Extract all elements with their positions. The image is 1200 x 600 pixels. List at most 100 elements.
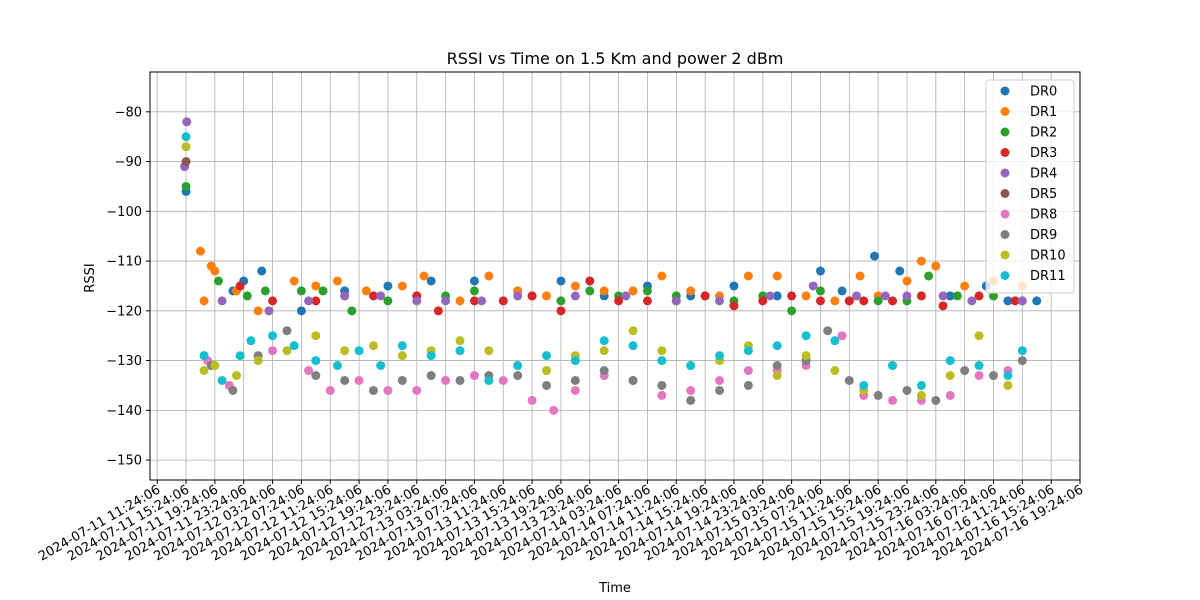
data-point (642, 286, 652, 296)
data-point (628, 341, 638, 351)
data-point (628, 326, 638, 336)
data-point (801, 291, 811, 301)
data-point (361, 286, 371, 296)
data-point (268, 331, 278, 341)
data-point (498, 375, 508, 385)
data-point (931, 395, 941, 405)
data-point (967, 296, 977, 306)
data-point (304, 366, 314, 376)
data-point (542, 351, 552, 361)
data-point (686, 286, 696, 296)
data-point (1003, 296, 1013, 306)
data-point (513, 291, 523, 301)
data-point (902, 276, 912, 286)
data-point (599, 346, 609, 356)
data-point (621, 291, 631, 301)
data-point (257, 266, 267, 276)
data-point (1003, 371, 1013, 381)
data-point (556, 306, 566, 316)
data-point (952, 291, 962, 301)
data-point (397, 375, 407, 385)
data-point (542, 380, 552, 390)
data-point (228, 385, 238, 395)
data-point (924, 271, 934, 281)
data-point (859, 296, 869, 306)
data-point (268, 296, 278, 306)
data-point (599, 366, 609, 376)
data-point (1010, 296, 1020, 306)
data-point (235, 281, 245, 291)
data-point (988, 371, 998, 381)
data-point (743, 366, 753, 376)
data-point (232, 371, 242, 381)
data-point (585, 286, 595, 296)
data-point (960, 281, 970, 291)
data-point (657, 346, 667, 356)
data-point (311, 356, 321, 366)
data-point (242, 291, 252, 301)
data-point (513, 371, 523, 381)
data-point (217, 296, 227, 306)
series-dr11 (181, 132, 1027, 390)
data-point (960, 366, 970, 376)
data-point (484, 375, 494, 385)
data-point (498, 296, 508, 306)
legend-marker (1000, 250, 1010, 260)
data-point (556, 276, 566, 286)
data-point (657, 380, 667, 390)
data-point (549, 405, 559, 415)
data-point (743, 380, 753, 390)
data-point (289, 341, 299, 351)
data-point (340, 346, 350, 356)
data-point (181, 132, 191, 142)
data-point (938, 301, 948, 311)
y-axis-label: RSSI (83, 263, 98, 292)
data-point (916, 256, 926, 266)
data-point (837, 331, 847, 341)
data-point (296, 286, 306, 296)
data-point (311, 281, 321, 291)
data-point (199, 351, 209, 361)
data-point (585, 276, 595, 286)
data-point (199, 366, 209, 376)
data-point (715, 351, 725, 361)
data-point (570, 385, 580, 395)
data-point (1017, 356, 1027, 366)
legend-label: DR9 (1030, 228, 1057, 243)
chart-title: RSSI vs Time on 1.5 Km and power 2 dBm (447, 49, 784, 68)
y-tick-label: −110 (106, 255, 142, 270)
data-point (931, 261, 941, 271)
data-point (715, 375, 725, 385)
data-point (614, 296, 624, 306)
data-point (657, 271, 667, 281)
data-point (628, 286, 638, 296)
y-tick-label: −150 (106, 454, 142, 469)
series-dr9 (206, 326, 1027, 405)
data-point (397, 341, 407, 351)
data-point (599, 336, 609, 346)
legend-label: DR5 (1030, 187, 1057, 202)
data-point (974, 291, 984, 301)
data-point (801, 351, 811, 361)
legend-marker (1000, 209, 1010, 219)
data-point (412, 296, 422, 306)
legend-label: DR3 (1030, 146, 1057, 161)
data-point (513, 361, 523, 371)
data-point (542, 366, 552, 376)
plot-frame (149, 71, 1081, 481)
data-point (455, 375, 465, 385)
data-point (469, 276, 479, 286)
data-point (282, 326, 292, 336)
data-point (455, 336, 465, 346)
legend-label: DR1 (1030, 105, 1057, 120)
data-point (340, 375, 350, 385)
data-point (260, 286, 270, 296)
data-point (217, 375, 227, 385)
data-point (397, 281, 407, 291)
data-point (772, 341, 782, 351)
data-point (686, 361, 696, 371)
data-point (880, 291, 890, 301)
series-dr5 (181, 157, 191, 167)
legend-marker (1000, 127, 1010, 137)
